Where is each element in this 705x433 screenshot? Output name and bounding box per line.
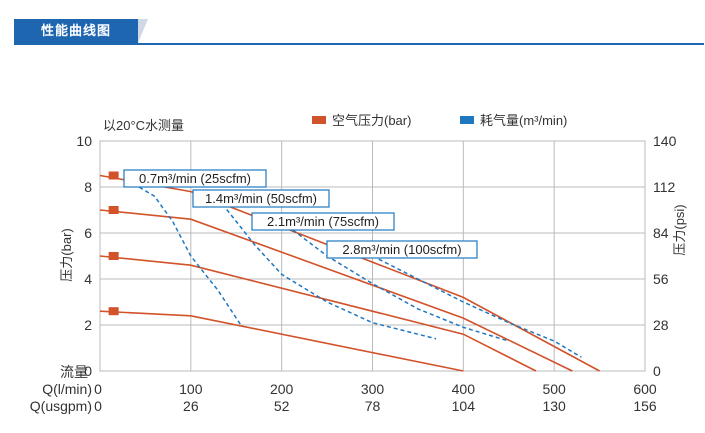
x-tick-label-lmin: 100 [179, 381, 203, 397]
pressure-marker [108, 307, 119, 316]
callout-box [123, 169, 267, 188]
left-tick-label: 2 [84, 317, 92, 333]
header-underline [14, 43, 704, 45]
x-row-label-lmin: Q(l/min) [42, 381, 92, 397]
x-tick-label-usgpm: 130 [542, 398, 566, 414]
x-tick-label-usgpm: 26 [183, 398, 199, 414]
pressure-curve [99, 174, 600, 372]
air-consumption-curve [281, 220, 510, 342]
callout-label: 2.1m³/min (75scfm) [267, 214, 379, 229]
right-tick-label: 140 [653, 133, 677, 149]
pressure-curve [99, 209, 573, 372]
flow-label: 流量 [60, 364, 88, 380]
right-tick-label: 84 [653, 225, 669, 241]
x-tick-label-usgpm: 52 [274, 398, 290, 414]
right-tick-label: 28 [653, 317, 669, 333]
air-consumption-curve [372, 255, 582, 358]
x-row-label-usgpm: Q(usgpm) [30, 398, 92, 414]
pressure-markers [108, 171, 119, 316]
pressure-marker [108, 171, 119, 180]
callout-label: 0.7m³/min (25scfm) [139, 171, 251, 186]
legend-label-pressure: 空气压力(bar) [332, 113, 411, 128]
air-consumption-curve [217, 198, 437, 340]
header-tab-tail [138, 19, 148, 43]
pressure-marker [108, 206, 119, 214]
x-tick-label-lmin: 500 [542, 381, 566, 397]
right-tick-label: 0 [653, 363, 661, 379]
pressure-marker [108, 252, 119, 260]
callout-box [192, 189, 330, 208]
x-tick-label-lmin: 400 [452, 381, 476, 397]
callout-label: 2.8m³/min (100scfm) [342, 242, 461, 257]
x-tick-label-usgpm: 156 [633, 398, 657, 414]
right-tick-label: 112 [653, 179, 676, 195]
callout-box [326, 240, 478, 259]
header-tab [14, 19, 138, 43]
left-tick-label: 0 [84, 363, 92, 379]
left-tick-label: 6 [84, 225, 92, 241]
x-tick-label-usgpm: 0 [94, 398, 102, 414]
callout-box [251, 212, 395, 231]
legend-swatch-pressure [312, 116, 326, 124]
right-tick-label: 56 [653, 271, 669, 287]
pressure-curve [99, 255, 537, 372]
right-axis-label: 压力(psi) [672, 204, 687, 255]
legend-swatch-air [460, 116, 474, 124]
x-tick-label-lmin: 600 [633, 381, 657, 397]
x-tick-label-usgpm: 78 [365, 398, 381, 414]
measure-note: 以20°C水测量 [103, 118, 184, 133]
x-tick-label-usgpm: 104 [452, 398, 476, 414]
left-tick-label: 4 [84, 271, 92, 287]
x-tick-label-lmin: 300 [361, 381, 385, 397]
callout-label: 1.4m³/min (50scfm) [205, 191, 317, 206]
legend-label-air: 耗气量(m³/min) [480, 113, 567, 128]
chart-callouts: 0.7m³/min (25scfm) 1.4m³/min (50scfm) 2.1m… [123, 169, 478, 259]
x-tick-label-lmin: 200 [270, 381, 294, 397]
left-tick-label: 8 [84, 179, 92, 195]
chart-curves [99, 174, 600, 372]
page-title: 性能曲线图 [40, 23, 111, 38]
pressure-curve [99, 310, 464, 372]
left-axis-label: 压力(bar) [59, 228, 74, 281]
left-tick-label: 10 [76, 133, 92, 149]
x-tick-label-lmin: 0 [94, 381, 102, 397]
